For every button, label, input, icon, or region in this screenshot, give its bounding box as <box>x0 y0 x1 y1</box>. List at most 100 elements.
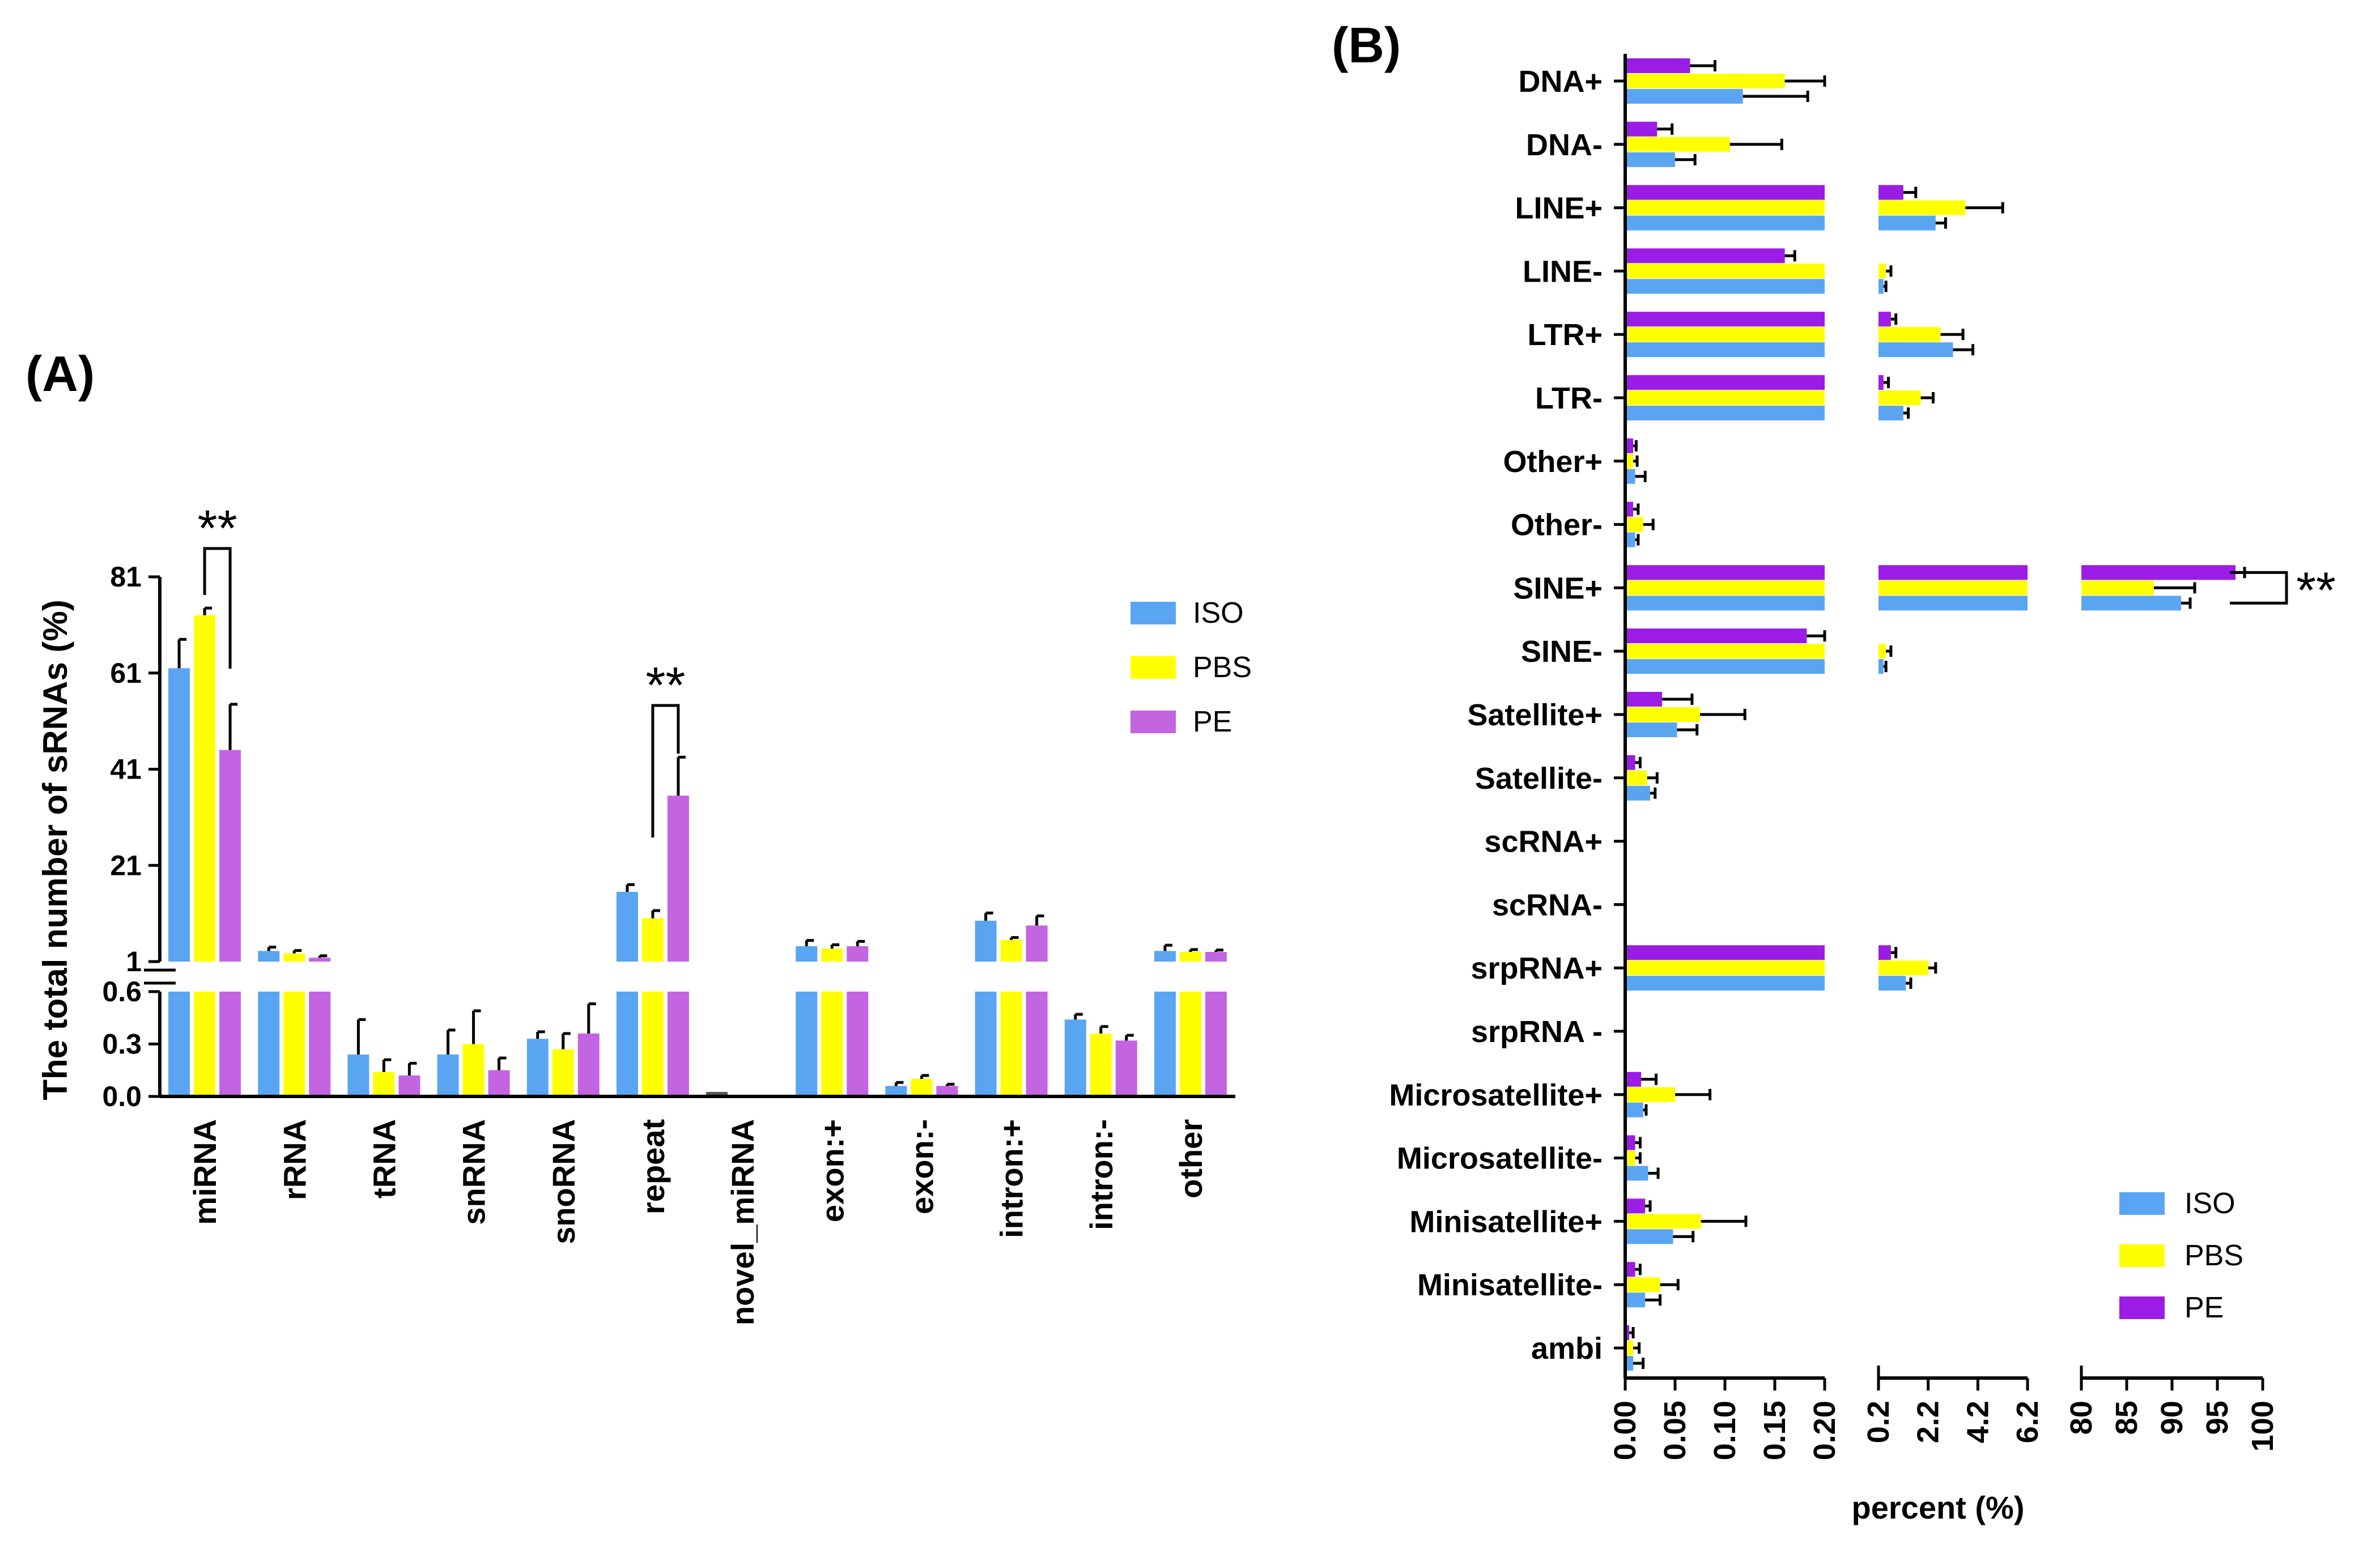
significance-bracket <box>203 547 232 669</box>
bar-PBS-Minisatellite- <box>1625 1277 1660 1292</box>
y-tick-label: Other+ <box>1503 445 1603 479</box>
bar-PE-Satellite+ <box>1625 692 1663 707</box>
bar-PE-intron:- <box>1115 1040 1137 1096</box>
bar-low-PBS-miRNA <box>194 992 216 1096</box>
y-tick-label: DNA+ <box>1518 65 1603 99</box>
legend-swatch-ISO <box>2119 1192 2165 1215</box>
bar-PBS-LINE- <box>1878 263 1886 279</box>
bar-low-ISO-exon:+ <box>796 992 818 1096</box>
bar-PBS-SINE- <box>1878 644 1886 659</box>
legend-swatch-PE <box>1130 711 1176 733</box>
chart-a: 0.0 0.3 0.61 21 41 61 81 miRNA rRNA tRNA snRNA snoR… <box>36 500 1252 1325</box>
bar-low-PBS-exon:+ <box>821 992 843 1096</box>
x-axis-label: percent (%) <box>1852 1490 2025 1525</box>
bar-PE-Minisatellite- <box>1625 1262 1635 1277</box>
bar-ISO-SINE- <box>1878 659 1884 674</box>
bar-ISO-miRNA <box>168 668 190 962</box>
y-tick-label: Satellite- <box>1475 762 1603 796</box>
bar-low-PBS-repeat <box>641 992 664 1096</box>
bar-PE-exon:- <box>936 1086 958 1096</box>
significance-label: ** <box>2296 562 2336 619</box>
bar-PBS-rRNA <box>283 953 305 962</box>
bar-PBS-LINE+ <box>1878 200 1966 215</box>
y-tick-label: 41 <box>110 754 142 785</box>
legend-label-ISO: ISO <box>1193 597 1244 630</box>
bar-low-PBS-other <box>1179 992 1201 1096</box>
bar-low-ISO-repeat <box>616 992 638 1096</box>
bar-PBS-repeat <box>641 918 664 962</box>
panel-b-label: (B) <box>1332 17 1401 73</box>
bar-PE-LINE- <box>1625 248 1785 263</box>
bar-ISO-LTR+ <box>1625 342 1825 358</box>
x-tick-label: 4.2 <box>1961 1401 1995 1443</box>
x-tick-label: 80 <box>2064 1401 2098 1435</box>
bar-ISO-ambi <box>1625 1356 1634 1371</box>
bar-PE-srpRNA+ <box>1878 945 1891 960</box>
x-tick-label: 100 <box>2246 1401 2280 1452</box>
bar-PBS-LTR+ <box>1625 327 1825 342</box>
bar-ISO-snoRNA <box>526 1039 549 1096</box>
bar-low-ISO-other <box>1154 992 1176 1096</box>
x-tick-label: 2.2 <box>1911 1401 1945 1443</box>
x-tick-label: 0.20 <box>1808 1401 1842 1460</box>
bar-PE-LTR+ <box>1878 312 1891 327</box>
bar-PE-SINE+ <box>2081 565 2236 580</box>
bar-PBS-DNA- <box>1625 137 1730 152</box>
bar-PBS-SINE+ <box>2081 580 2154 596</box>
y-tick-label: SINE- <box>1521 635 1603 669</box>
bar-ISO-Minisatellite- <box>1625 1292 1646 1308</box>
bar-ISO-LTR+ <box>1878 342 1953 358</box>
bar-PE-LINE+ <box>1878 185 1903 200</box>
bar-ISO-exon:- <box>885 1086 907 1096</box>
bar-PBS-LINE+ <box>1625 200 1825 215</box>
x-tick-label: exon:- <box>904 1119 940 1214</box>
bar-PE-SINE+ <box>1625 565 1825 580</box>
bar-ISO-DNA- <box>1625 152 1675 167</box>
y-tick-label: Minisatellite+ <box>1409 1205 1603 1239</box>
bar-ISO-intron:+ <box>975 920 997 962</box>
panel-a-label: (A) <box>26 346 95 402</box>
bar-PE-Other+ <box>1625 438 1634 453</box>
bar-ISO-SINE+ <box>1625 596 1825 611</box>
y-tick-label: Minisatellite- <box>1417 1268 1603 1302</box>
legend-swatch-PE <box>2119 1296 2165 1319</box>
y-tick-label: LTR+ <box>1528 318 1603 352</box>
bar-PE-snoRNA <box>577 1034 600 1096</box>
bar-PE-Microsatellite+ <box>1625 1071 1642 1087</box>
bar-PE-LTR+ <box>1625 312 1825 327</box>
y-tick-label: Other- <box>1511 508 1603 542</box>
x-tick-label: miRNA <box>187 1119 223 1225</box>
chart-b: DNA+ DNA- LINE+ LINE- LTR+ LTR- Other+ Other- SI… <box>1389 54 2336 1525</box>
bar-low-ISO-rRNA <box>258 992 280 1096</box>
x-tick-label: 0.05 <box>1658 1401 1692 1460</box>
y-tick-label: 0.6 <box>102 976 142 1007</box>
bar-PE-intron:+ <box>1026 925 1048 962</box>
x-tick-label: 0.10 <box>1708 1401 1742 1460</box>
bar-low-PE-exon:+ <box>847 992 869 1096</box>
bar-ISO-Microsatellite- <box>1625 1166 1648 1181</box>
bar-ISO-other <box>1154 951 1176 962</box>
y-tick-label: LINE- <box>1523 254 1603 288</box>
x-tick-label: 0.00 <box>1608 1401 1642 1460</box>
bar-ISO-Minisatellite+ <box>1625 1229 1673 1244</box>
bar-PE-Minisatellite+ <box>1625 1198 1646 1214</box>
bar-PBS-miRNA <box>194 615 216 962</box>
legend-swatch-PBS <box>2119 1244 2165 1267</box>
x-tick-label: exon:+ <box>814 1119 850 1222</box>
bar-ISO-LINE+ <box>1878 215 1936 231</box>
bar-PE-LTR- <box>1625 375 1825 390</box>
y-tick-label: srpRNA - <box>1471 1015 1603 1049</box>
bar-low-ISO-intron:+ <box>975 992 997 1096</box>
bar-ISO-Satellite+ <box>1625 722 1677 737</box>
bar-ISO-LINE- <box>1625 279 1825 294</box>
bar-ISO-LINE- <box>1878 279 1884 294</box>
x-tick-label: intron:+ <box>994 1119 1030 1238</box>
bar-low-PE-other <box>1205 992 1227 1096</box>
bar-PBS-exon:- <box>911 1079 933 1096</box>
bar-PE-repeat <box>667 796 689 962</box>
legend-label-ISO: ISO <box>2184 1187 2236 1220</box>
x-tick-label: rRNA <box>277 1119 312 1200</box>
bar-low-PE-repeat <box>667 992 689 1096</box>
bar-PE-LTR- <box>1878 375 1884 390</box>
